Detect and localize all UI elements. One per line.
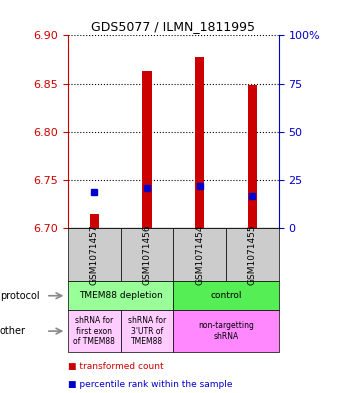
Bar xyxy=(195,57,204,228)
Text: TMEM88 depletion: TMEM88 depletion xyxy=(79,291,163,300)
Text: control: control xyxy=(210,291,242,300)
Text: protocol: protocol xyxy=(0,291,40,301)
Text: GSM1071456: GSM1071456 xyxy=(142,224,152,285)
Text: ■ transformed count: ■ transformed count xyxy=(68,362,164,371)
Text: GSM1071457: GSM1071457 xyxy=(90,224,99,285)
Text: other: other xyxy=(0,326,26,336)
Text: shRNA for
3'UTR of
TMEM88: shRNA for 3'UTR of TMEM88 xyxy=(128,316,166,346)
Title: GDS5077 / ILMN_1811995: GDS5077 / ILMN_1811995 xyxy=(91,20,255,33)
Text: non-targetting
shRNA: non-targetting shRNA xyxy=(198,321,254,341)
Text: shRNA for
first exon
of TMEM88: shRNA for first exon of TMEM88 xyxy=(73,316,115,346)
Bar xyxy=(90,215,99,228)
Bar xyxy=(248,85,257,228)
Bar xyxy=(142,71,152,228)
Text: GSM1071454: GSM1071454 xyxy=(195,224,204,285)
Text: GSM1071455: GSM1071455 xyxy=(248,224,257,285)
Text: ■ percentile rank within the sample: ■ percentile rank within the sample xyxy=(68,380,233,389)
